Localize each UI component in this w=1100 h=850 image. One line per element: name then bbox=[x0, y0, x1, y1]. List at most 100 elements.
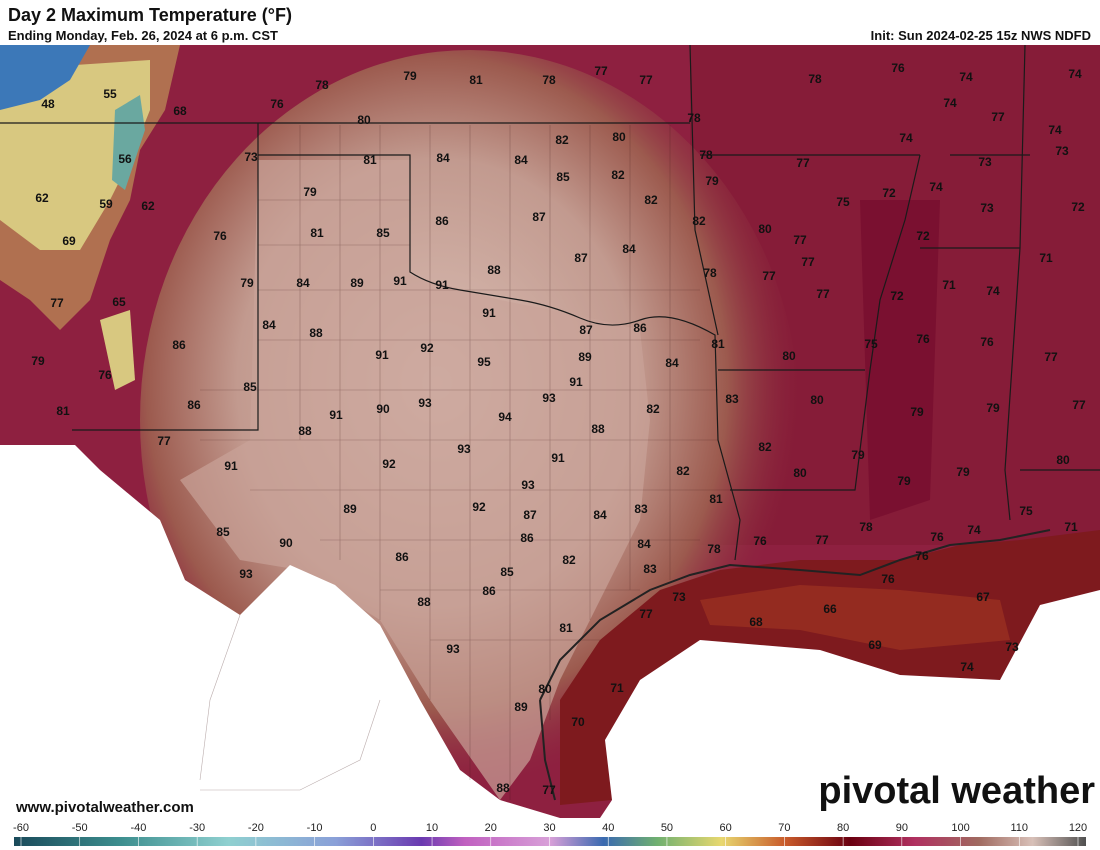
temperature-label: 89 bbox=[350, 276, 364, 290]
temperature-label: 81 bbox=[559, 621, 573, 635]
temperature-label: 71 bbox=[1064, 520, 1078, 534]
temperature-label: 73 bbox=[244, 150, 258, 164]
website: www.pivotalweather.com bbox=[15, 799, 194, 816]
temperature-label: 90 bbox=[279, 536, 293, 550]
temperature-label: 81 bbox=[711, 337, 725, 351]
temperature-label: 77 bbox=[594, 64, 608, 78]
temperature-label: 84 bbox=[514, 153, 528, 167]
temperature-label: 68 bbox=[749, 615, 763, 629]
temperature-label: 74 bbox=[959, 70, 973, 84]
temperature-label: 86 bbox=[520, 531, 534, 545]
colorbar-tick-label: -50 bbox=[72, 822, 88, 834]
subtitle: Ending Monday, Feb. 26, 2024 at 6 p.m. C… bbox=[8, 28, 278, 43]
terrain bbox=[112, 95, 145, 190]
temperature-label: 80 bbox=[810, 393, 824, 407]
temperature-label: 80 bbox=[357, 113, 371, 127]
temperature-label: 85 bbox=[216, 525, 230, 539]
temperature-label: 70 bbox=[571, 715, 585, 729]
delta-zone bbox=[860, 200, 940, 520]
temperature-label: 93 bbox=[239, 567, 253, 581]
temperature-label: 82 bbox=[555, 133, 569, 147]
temperature-label: 74 bbox=[943, 96, 957, 110]
temperature-label: 94 bbox=[498, 410, 512, 424]
temperature-label: 86 bbox=[482, 584, 496, 598]
temperature-label: 78 bbox=[707, 542, 721, 556]
colorbar-tick-label: 30 bbox=[543, 822, 555, 834]
temperature-label: 82 bbox=[644, 193, 658, 207]
colorbar-tick-label: 60 bbox=[720, 822, 732, 834]
temperature-label: 77 bbox=[801, 255, 815, 269]
temperature-label: 65 bbox=[112, 295, 126, 309]
temperature-label: 88 bbox=[496, 781, 510, 795]
temperature-label: 92 bbox=[472, 500, 486, 514]
temperature-label: 92 bbox=[420, 341, 434, 355]
temperature-label: 84 bbox=[665, 356, 679, 370]
temperature-label: 87 bbox=[574, 251, 588, 265]
temperature-label: 79 bbox=[956, 465, 970, 479]
temperature-label: 84 bbox=[593, 508, 607, 522]
temperature-label: 76 bbox=[881, 572, 895, 586]
temperature-label: 74 bbox=[986, 284, 1000, 298]
colorbar-tick-label: 70 bbox=[778, 822, 790, 834]
init-time: Init: Sun 2024-02-25 15z NWS NDFD bbox=[871, 28, 1091, 43]
temperature-label: 77 bbox=[991, 110, 1005, 124]
temperature-label: 69 bbox=[62, 234, 76, 248]
temperature-label: 75 bbox=[836, 195, 850, 209]
temperature-label: 76 bbox=[213, 229, 227, 243]
temperature-label: 77 bbox=[1072, 398, 1086, 412]
temperature-label: 91 bbox=[551, 451, 565, 465]
temperature-label: 66 bbox=[823, 602, 837, 616]
temperature-label: 82 bbox=[562, 553, 576, 567]
temperature-label: 82 bbox=[692, 214, 706, 228]
temperature-label: 76 bbox=[915, 549, 929, 563]
temperature-label: 81 bbox=[709, 492, 723, 506]
county-lines bbox=[200, 125, 740, 800]
temperature-label: 88 bbox=[309, 326, 323, 340]
temperature-label: 89 bbox=[514, 700, 528, 714]
temperature-label: 91 bbox=[569, 375, 583, 389]
temperature-label: 93 bbox=[457, 442, 471, 456]
temperature-label: 83 bbox=[725, 392, 739, 406]
temperature-label: 85 bbox=[243, 380, 257, 394]
temperature-label: 72 bbox=[916, 229, 930, 243]
temperature-label: 80 bbox=[758, 222, 772, 236]
temperature-label: 89 bbox=[343, 502, 357, 516]
title: Day 2 Maximum Temperature (°F) bbox=[8, 5, 292, 25]
temperature-label: 81 bbox=[363, 153, 377, 167]
temperature-label: 78 bbox=[703, 266, 717, 280]
map bbox=[0, 44, 1100, 818]
temperature-label: 84 bbox=[622, 242, 636, 256]
temperature-label: 79 bbox=[986, 401, 1000, 415]
temperature-label: 76 bbox=[930, 530, 944, 544]
temperature-label: 83 bbox=[643, 562, 657, 576]
temperature-label: 84 bbox=[637, 537, 651, 551]
temperature-label: 74 bbox=[960, 660, 974, 674]
state-border bbox=[0, 44, 1100, 561]
temperature-label: 84 bbox=[262, 318, 276, 332]
temperature-label: 71 bbox=[1039, 251, 1053, 265]
temperature-label: 91 bbox=[393, 274, 407, 288]
temperature-label: 76 bbox=[98, 368, 112, 382]
temperature-label: 62 bbox=[141, 199, 155, 213]
coastal-water bbox=[700, 585, 1010, 650]
temperature-label: 87 bbox=[579, 323, 593, 337]
temperature-label: 56 bbox=[118, 152, 132, 166]
temperature-label: 72 bbox=[1071, 200, 1085, 214]
temperature-label: 73 bbox=[1055, 144, 1069, 158]
no-data-area bbox=[0, 445, 560, 818]
temperature-label: 80 bbox=[782, 349, 796, 363]
terrain bbox=[0, 60, 150, 250]
temperature-label: 86 bbox=[435, 214, 449, 228]
temperature-label: 71 bbox=[942, 278, 956, 292]
temperature-label: 48 bbox=[41, 97, 55, 111]
colorbar-tick-label: 40 bbox=[602, 822, 614, 834]
temperature-label: 77 bbox=[639, 607, 653, 621]
temperature-label: 91 bbox=[482, 306, 496, 320]
temperature-label: 78 bbox=[699, 148, 713, 162]
temperature-label: 72 bbox=[890, 289, 904, 303]
terrain bbox=[100, 310, 135, 390]
temperature-label: 73 bbox=[980, 201, 994, 215]
temperature-label: 78 bbox=[315, 78, 329, 92]
temperature-label: 80 bbox=[538, 682, 552, 696]
